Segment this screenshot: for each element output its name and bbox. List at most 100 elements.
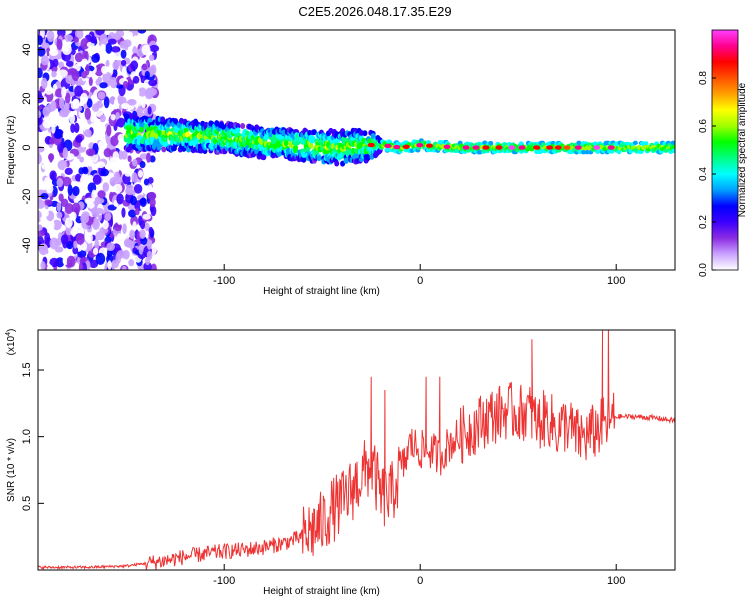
noise-blob (120, 59, 127, 67)
peak-cell (482, 145, 490, 150)
noise-blob (100, 43, 106, 53)
noise-blob (80, 175, 90, 186)
noise-blob (84, 154, 94, 166)
noise-blob (97, 190, 106, 199)
noise-blob (112, 60, 120, 71)
ridge-cell (350, 147, 356, 154)
noise-blob (146, 239, 152, 250)
noise-blob (145, 257, 151, 266)
noise-blob (127, 155, 132, 163)
ridge-cell (311, 129, 317, 136)
noise-blob (40, 215, 49, 223)
ridge-cell (128, 144, 134, 151)
noise-blob (67, 184, 73, 196)
noise-blob (148, 79, 158, 87)
ridge-cell (671, 144, 675, 149)
y-tick-label: -20 (21, 189, 33, 205)
noise-blob (62, 147, 69, 160)
noise-blob (117, 176, 122, 186)
noise-blob (60, 234, 69, 245)
noise-blob (116, 193, 124, 205)
noise-blob (43, 199, 53, 206)
noise-blob (97, 76, 102, 83)
noise-blob (110, 114, 116, 121)
noise-blob (139, 220, 146, 230)
noise-blob (102, 220, 109, 230)
y-tick-label: 20 (21, 92, 33, 104)
noise-blob (141, 63, 148, 71)
colorbar-tick-label: 0.8 (698, 71, 709, 85)
noise-blob (110, 46, 121, 53)
ridge-cell (235, 123, 241, 130)
peak-cell (563, 145, 571, 150)
noise-blob (56, 177, 64, 188)
noise-blob (143, 178, 150, 186)
noise-blob (149, 155, 156, 163)
noise-blob (58, 61, 65, 69)
noise-blob (103, 148, 112, 158)
noise-blob (147, 191, 157, 201)
noise-blob (91, 45, 96, 53)
ridge-cell (293, 145, 299, 152)
y-tick-label: 0 (21, 144, 33, 150)
noise-blob (95, 252, 106, 265)
noise-blob (49, 237, 59, 250)
noise-blob (99, 114, 106, 123)
peak-cell (443, 144, 451, 149)
noise-blob (105, 59, 110, 68)
noise-blob (89, 35, 97, 44)
x-axis-label: Height of straight line (km) (263, 586, 380, 597)
noise-blob (41, 162, 52, 170)
noise-blob (82, 50, 87, 61)
noise-blob (86, 231, 93, 244)
peak-cell (495, 145, 503, 150)
noise-blob (142, 213, 151, 220)
noise-blob (38, 230, 45, 237)
noise-blob (84, 129, 92, 138)
noise-blob (91, 103, 100, 112)
noise-blob (38, 152, 41, 164)
noise-blob (59, 97, 65, 109)
noise-blob (124, 41, 129, 51)
noise-blob (132, 46, 138, 56)
y-multiplier-exponent: 4 (5, 332, 12, 336)
noise-blob (123, 238, 132, 248)
noise-blob (144, 70, 150, 79)
noise-blob (109, 157, 116, 168)
noise-blob (139, 160, 146, 169)
noise-blob (109, 76, 118, 89)
noise-blob (90, 94, 96, 102)
noise-blob (91, 53, 100, 63)
noise-blob (132, 75, 140, 84)
noise-blob (107, 38, 117, 45)
noise-blob (99, 82, 108, 89)
noise-blob (56, 168, 61, 179)
noise-blob (58, 193, 64, 202)
y-tick-label: 1.5 (21, 362, 33, 377)
x-tick-label: -100 (213, 575, 235, 587)
noise-blob (38, 224, 43, 232)
noise-blob (97, 91, 106, 100)
noise-blob (64, 217, 73, 229)
x-tick-label: 100 (607, 575, 625, 587)
ridge-cell (584, 149, 590, 155)
y-axis-label: SNR (10 * v/v) (6, 438, 17, 502)
noise-blob (134, 88, 140, 98)
colorbar-tick-label: 0.6 (698, 119, 709, 133)
noise-blob (41, 77, 48, 90)
noise-blob (84, 197, 94, 205)
ridge-cell (469, 142, 475, 148)
noise-blob (71, 70, 80, 81)
ridge-cell (671, 148, 675, 154)
noise-blob (129, 229, 135, 240)
noise-blob (109, 177, 118, 187)
noise-blob (92, 247, 99, 255)
noise-blob (149, 44, 160, 53)
noise-blob (133, 183, 143, 194)
ridge-cell (628, 149, 634, 154)
noise-blob (140, 197, 147, 208)
y-tick-label: 40 (21, 43, 33, 55)
noise-blob (127, 31, 133, 40)
noise-blob (74, 30, 84, 40)
noise-blob (141, 184, 149, 194)
